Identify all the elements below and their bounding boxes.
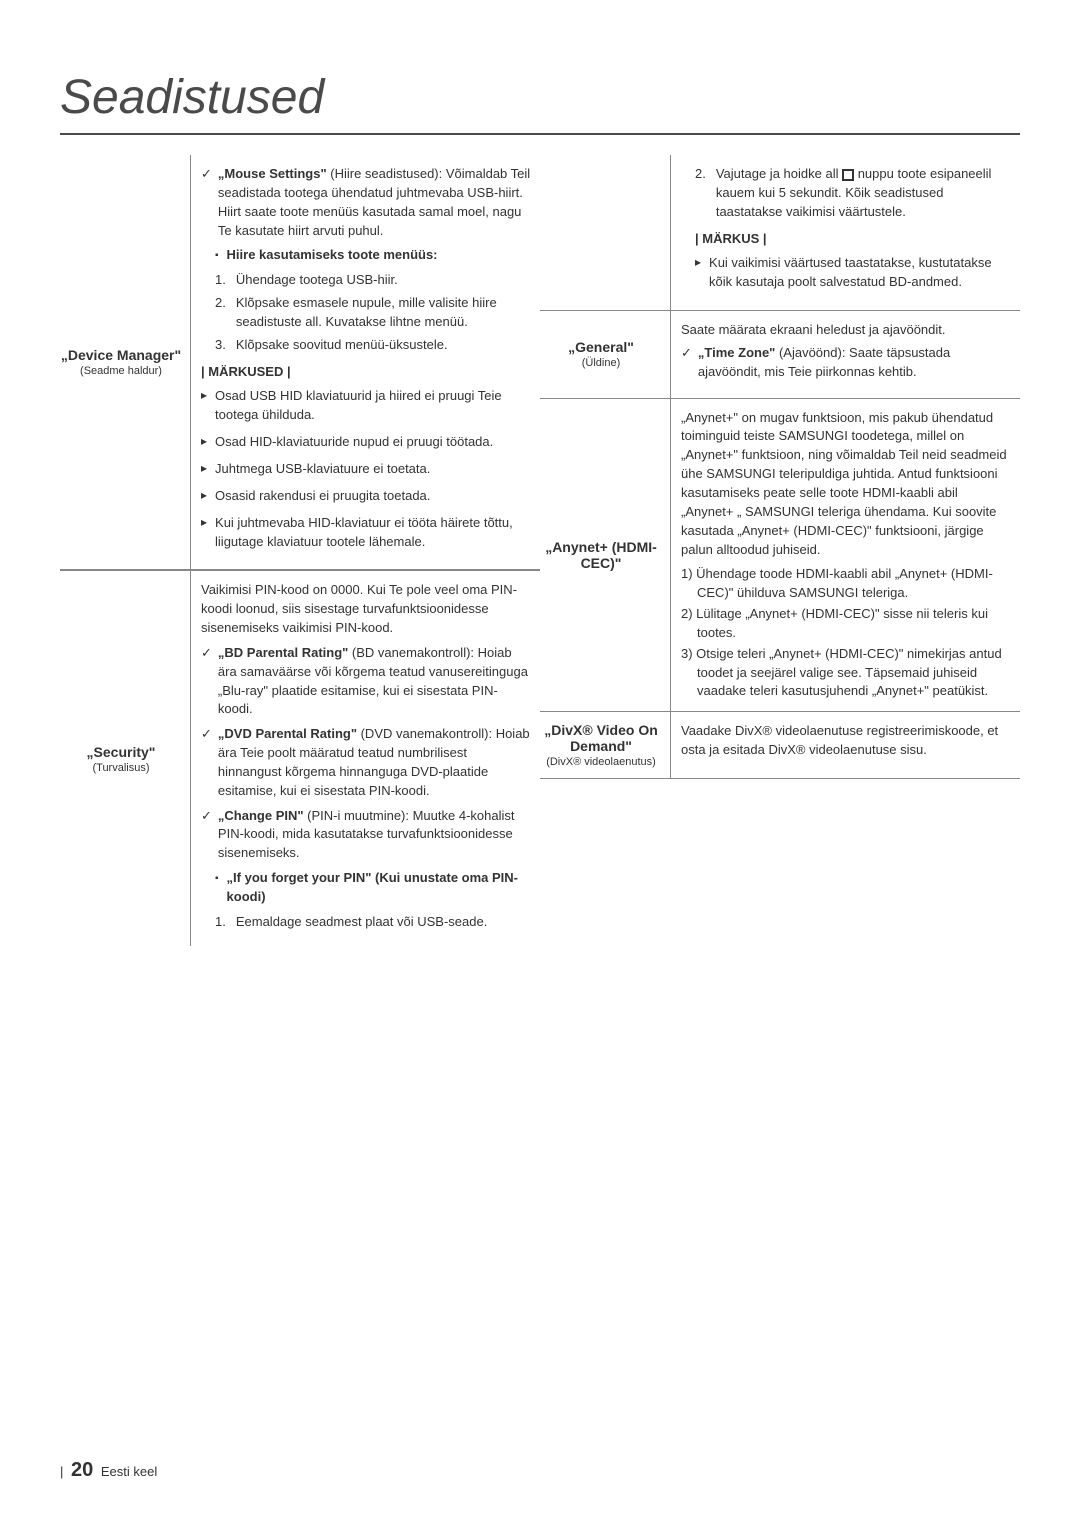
divx-row: „DivX® Video On Demand" (DivX® videolaen… xyxy=(540,711,1020,779)
step-1: 1. Ühendage tootega USB-hiir. xyxy=(215,271,532,290)
checkmark-icon: ✓ xyxy=(201,725,212,800)
device-manager-title: „Device Manager" xyxy=(60,347,182,363)
step-2-text: Klõpsake esmasele nupule, mille valisite… xyxy=(236,294,532,332)
arrow-icon: ▸ xyxy=(695,254,701,292)
mouse-settings-item: ✓ „Mouse Settings" (Hiire seadistused): … xyxy=(201,165,532,240)
anynet-row: „Anynet+ (HDMI-CEC)" „Anynet+" on mugav … xyxy=(540,398,1020,712)
continuation-label xyxy=(540,155,670,310)
page-title: Seadistused xyxy=(60,70,1020,135)
general-title: „General" xyxy=(540,339,662,355)
checkmark-icon: ✓ xyxy=(681,344,692,382)
divx-subtitle: (DivX® videolaenutus) xyxy=(540,756,662,768)
bullet-icon: ▪ xyxy=(215,872,219,907)
security-title: „Security" xyxy=(60,744,182,760)
step-3: 3. Klõpsake soovitud menüü-üksustele. xyxy=(215,336,532,355)
continuation-row: 2. Vajutage ja hoidke all nuppu toote es… xyxy=(540,155,1020,310)
step-3-text: Klõpsake soovitud menüü-üksustele. xyxy=(236,336,448,355)
step-number: 1. xyxy=(215,913,226,932)
arrow-icon: ▸ xyxy=(201,460,207,479)
footer-bar: | xyxy=(60,1464,63,1479)
security-subtitle: (Turvalisus) xyxy=(60,762,182,774)
note-5: ▸ Kui juhtmevaba HID-klaviatuur ei tööta… xyxy=(201,514,532,552)
cont-note-1-text: Kui vaikimisi väärtused taastatakse, kus… xyxy=(709,254,1012,292)
general-subtitle: (Üldine) xyxy=(540,357,662,369)
step-1-text: Ühendage tootega USB-hiir. xyxy=(236,271,398,290)
device-manager-subtitle: (Seadme haldur) xyxy=(60,365,182,377)
anynet-step-3: 3) Otsige teleri „Anynet+ (HDMI-CEC)" ni… xyxy=(681,645,1012,702)
anynet-step-1: 1) Ühendage toode HDMI-kaabli abil „Anyn… xyxy=(681,565,1012,603)
mouse-settings-title: „Mouse Settings" xyxy=(218,166,327,181)
anynet-step-2: 2) Lülitage „Anynet+ (HDMI-CEC)" sisse n… xyxy=(681,605,1012,643)
cont-step-2: 2. Vajutage ja hoidke all nuppu toote es… xyxy=(695,165,1012,222)
note-4: ▸ Osasid rakendusi ei pruugita toetada. xyxy=(201,487,532,506)
dvd-rating-title: „DVD Parental Rating" xyxy=(218,726,357,741)
bullet-icon: ▪ xyxy=(215,249,219,265)
bd-rating-title: „BD Parental Rating" xyxy=(218,645,348,660)
security-label: „Security" (Turvalisus) xyxy=(60,571,190,945)
divx-label: „DivX® Video On Demand" (DivX® videolaen… xyxy=(540,712,670,778)
forget-pin-title: „If you forget your PIN" (Kui unustate o… xyxy=(227,869,532,907)
forget-pin-item: ▪ „If you forget your PIN" (Kui unustate… xyxy=(215,869,532,907)
left-column: „Device Manager" (Seadme haldur) ✓ „Mous… xyxy=(60,155,540,946)
mouse-instruction-header: ▪ Hiire kasutamiseks toote menüüs: xyxy=(215,246,532,265)
forget-step-1: 1. Eemaldage seadmest plaat või USB-sead… xyxy=(215,913,532,932)
arrow-icon: ▸ xyxy=(201,487,207,506)
mouse-instruction-title: Hiire kasutamiseks toote menüüs: xyxy=(227,246,438,265)
step-2: 2. Klõpsake esmasele nupule, mille valis… xyxy=(215,294,532,332)
divx-title: „DivX® Video On Demand" xyxy=(540,722,662,754)
arrow-icon: ▸ xyxy=(201,387,207,425)
dvd-rating-item: ✓ „DVD Parental Rating" (DVD vanemakontr… xyxy=(201,725,532,800)
arrow-icon: ▸ xyxy=(201,514,207,552)
security-content: Vaikimisi PIN-kood on 0000. Kui Te pole … xyxy=(190,571,540,945)
change-pin-item: ✓ „Change PIN" (PIN-i muutmine): Muutke … xyxy=(201,807,532,864)
cont-step-2-pre: Vajutage ja hoidke all xyxy=(716,166,842,181)
cont-note-1: ▸ Kui vaikimisi väärtused taastatakse, k… xyxy=(695,254,1012,292)
general-label: „General" (Üldine) xyxy=(540,311,670,398)
cont-note-label: | MÄRKUS | xyxy=(695,230,1012,249)
checkmark-icon: ✓ xyxy=(201,644,212,719)
device-manager-row: „Device Manager" (Seadme haldur) ✓ „Mous… xyxy=(60,155,540,570)
general-row: „General" (Üldine) Saate määrata ekraani… xyxy=(540,310,1020,398)
security-intro: Vaikimisi PIN-kood on 0000. Kui Te pole … xyxy=(201,581,532,638)
bd-rating-item: ✓ „BD Parental Rating" (BD vanemakontrol… xyxy=(201,644,532,719)
timezone-title: „Time Zone" xyxy=(698,345,775,360)
arrow-icon: ▸ xyxy=(201,433,207,452)
footer-lang: Eesti keel xyxy=(101,1464,157,1479)
note-2: ▸ Osad HID-klaviatuuride nupud ei pruugi… xyxy=(201,433,532,452)
timezone-item: ✓ „Time Zone" (Ajavöönd): Saate täpsusta… xyxy=(681,344,1012,382)
anynet-content: „Anynet+" on mugav funktsioon, mis pakub… xyxy=(670,399,1020,712)
general-content: Saate määrata ekraani heledust ja ajavöö… xyxy=(670,311,1020,398)
change-pin-title: „Change PIN" xyxy=(218,808,304,823)
note-3-text: Juhtmega USB-klaviatuure ei toetata. xyxy=(215,460,430,479)
forget-step-1-text: Eemaldage seadmest plaat või USB-seade. xyxy=(236,913,487,932)
checkmark-icon: ✓ xyxy=(201,807,212,864)
continuation-content: 2. Vajutage ja hoidke all nuppu toote es… xyxy=(670,155,1020,310)
anynet-label: „Anynet+ (HDMI-CEC)" xyxy=(540,399,670,712)
stop-icon xyxy=(842,169,854,181)
note-3: ▸ Juhtmega USB-klaviatuure ei toetata. xyxy=(201,460,532,479)
page-footer: | 20 Eesti keel xyxy=(60,1459,157,1482)
note-4-text: Osasid rakendusi ei pruugita toetada. xyxy=(215,487,430,506)
anynet-intro: „Anynet+" on mugav funktsioon, mis pakub… xyxy=(681,409,1012,560)
page-number: 20 xyxy=(71,1459,93,1481)
device-manager-label: „Device Manager" (Seadme haldur) xyxy=(60,155,190,569)
checkmark-icon: ✓ xyxy=(201,165,212,240)
note-2-text: Osad HID-klaviatuuride nupud ei pruugi t… xyxy=(215,433,493,452)
step-number: 2. xyxy=(215,294,226,332)
general-intro: Saate määrata ekraani heledust ja ajavöö… xyxy=(681,321,1012,340)
security-row: „Security" (Turvalisus) Vaikimisi PIN-ko… xyxy=(60,570,540,945)
device-manager-content: ✓ „Mouse Settings" (Hiire seadistused): … xyxy=(190,155,540,569)
note-5-text: Kui juhtmevaba HID-klaviatuur ei tööta h… xyxy=(215,514,532,552)
notes-label: | MÄRKUSED | xyxy=(201,363,532,382)
right-column: 2. Vajutage ja hoidke all nuppu toote es… xyxy=(540,155,1020,946)
step-number: 3. xyxy=(215,336,226,355)
note-1: ▸ Osad USB HID klaviatuurid ja hiired ei… xyxy=(201,387,532,425)
step-number: 1. xyxy=(215,271,226,290)
anynet-title: „Anynet+ (HDMI-CEC)" xyxy=(540,539,662,571)
note-1-text: Osad USB HID klaviatuurid ja hiired ei p… xyxy=(215,387,532,425)
content-columns: „Device Manager" (Seadme haldur) ✓ „Mous… xyxy=(60,155,1020,946)
step-number: 2. xyxy=(695,165,706,222)
divx-content: Vaadake DivX® videolaenutuse registreeri… xyxy=(670,712,1020,778)
divx-text: Vaadake DivX® videolaenutuse registreeri… xyxy=(681,722,1012,760)
